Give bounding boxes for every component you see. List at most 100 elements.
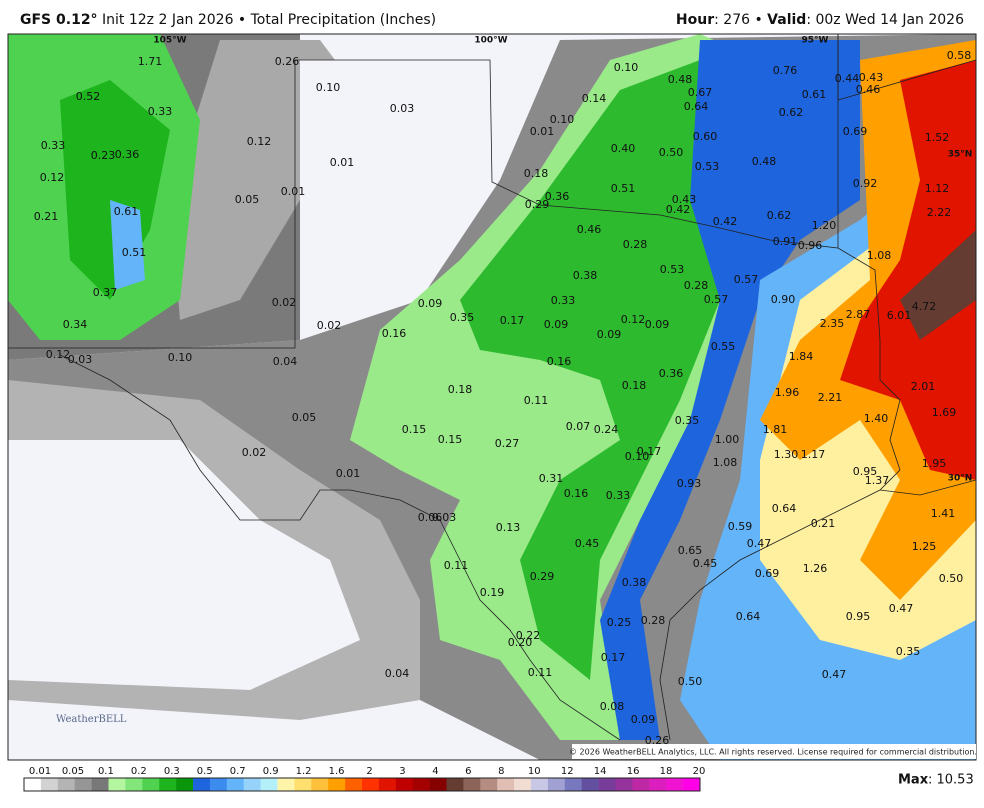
- precip-value: 0.36: [545, 190, 570, 203]
- precip-value: 0.04: [385, 667, 410, 680]
- colorbar-swatch: [328, 778, 346, 791]
- precip-value: 0.46: [577, 223, 602, 236]
- precip-value: 0.12: [40, 171, 65, 184]
- colorbar-swatch: [615, 778, 633, 791]
- precip-value: 0.16: [564, 487, 589, 500]
- precip-value: 1.40: [864, 412, 889, 425]
- precip-value: 0.55: [711, 340, 736, 353]
- colorbar-swatch: [142, 778, 160, 791]
- precip-value: 0.57: [704, 293, 729, 306]
- precip-value: 0.33: [551, 294, 576, 307]
- colorbar-swatch: [446, 778, 464, 791]
- colorbar-swatch: [362, 778, 380, 791]
- precip-value: 1.81: [763, 423, 788, 436]
- colorbar-label: 0.5: [197, 766, 213, 777]
- precip-value: 0.40: [611, 142, 636, 155]
- header-left-text: Init 12z 2 Jan 2026 • Total Precipitatio…: [97, 12, 437, 28]
- precip-value: 0.01: [281, 185, 306, 198]
- precip-value: 0.09: [631, 713, 656, 726]
- colorbar-label: 16: [627, 766, 640, 777]
- colorbar-frame: [23, 777, 701, 792]
- precip-value: 0.10: [625, 450, 650, 463]
- precip-value: 0.62: [779, 106, 804, 119]
- map-labels: 105°W 100°W 95°W 35°N 30°N 1.71 0.52 0.33 0.33 0.…: [34, 36, 973, 748]
- precip-value: 1.20: [812, 219, 837, 232]
- precip-value: 0.62: [767, 209, 792, 222]
- precip-value: 0.76: [773, 64, 798, 77]
- precip-value: 0.59: [728, 520, 753, 533]
- precip-value: 0.93: [677, 477, 702, 490]
- precip-value: 0.28: [684, 279, 709, 292]
- precip-value: 0.12: [621, 313, 646, 326]
- colorbar-swatch: [531, 778, 549, 791]
- precip-value: 0.10: [550, 113, 575, 126]
- precip-value: 0.02: [272, 296, 297, 309]
- colorbar-swatch: [226, 778, 244, 791]
- precip-value: 0.57: [734, 273, 759, 286]
- precip-field: [8, 34, 976, 760]
- colorbar-label: 14: [594, 766, 607, 777]
- precip-value: 0.02: [242, 446, 267, 459]
- precip-value: 0.12: [247, 135, 272, 148]
- precip-value: 0.64: [736, 610, 761, 623]
- precip-value: 0.33: [41, 139, 66, 152]
- precip-value: 0.95: [846, 610, 871, 623]
- axis-label: 105°W: [153, 36, 186, 46]
- precip-value: 6.01: [887, 309, 912, 322]
- precip-value: 0.07: [566, 420, 591, 433]
- precip-value: 1.30: [774, 448, 799, 461]
- precip-value: 0.10: [168, 351, 193, 364]
- precip-value: 1.17: [801, 448, 826, 461]
- precip-value: 1.08: [867, 249, 892, 262]
- colorbar-label: 20: [693, 766, 706, 777]
- precip-value: 0.26: [645, 734, 670, 747]
- precip-value: 0.53: [695, 160, 720, 173]
- colorbar-label: 0.05: [62, 766, 84, 777]
- precip-value: 0.33: [148, 105, 173, 118]
- precip-value: 0.96: [798, 239, 823, 252]
- colorbar-swatch: [683, 778, 701, 791]
- colorbar-label: 10: [528, 766, 541, 777]
- model: GFS 0.12°: [20, 12, 98, 28]
- precip-value: 0.28: [623, 238, 648, 251]
- precip-value: 0.22: [516, 629, 541, 642]
- precip-value: 0.31: [539, 472, 564, 485]
- colorbar: 0.01 0.05 0.1 0.2 0.3 0.5 0.7 0.9 1.2 1.6 2 3 4 6 8 10 1…: [23, 766, 706, 792]
- precip-value: 0.28: [641, 614, 666, 627]
- precip-value: 0.47: [889, 602, 914, 615]
- precip-value: 0.35: [450, 311, 475, 324]
- precip-value: 0.03: [432, 511, 457, 524]
- precip-value: 0.36: [659, 367, 684, 380]
- precip-value: 0.50: [939, 572, 964, 585]
- precip-value: 0.19: [480, 586, 505, 599]
- precip-value: 1.08: [713, 456, 738, 469]
- colorbar-swatch: [40, 778, 59, 791]
- colorbar-swatch: [260, 778, 278, 791]
- precip-value: 0.61: [114, 205, 139, 218]
- copyright-bg: [572, 744, 976, 759]
- colorbar-label: 0.3: [164, 766, 180, 777]
- precip-value: 0.35: [675, 414, 700, 427]
- colorbar-swatch: [91, 778, 109, 791]
- precip-value: 0.47: [822, 668, 847, 681]
- precip-value: 0.17: [500, 314, 525, 327]
- colorbar-label: 6: [465, 766, 471, 777]
- colorbar-swatch: [193, 778, 211, 791]
- colorbar-swatch: [159, 778, 177, 791]
- precip-value: 0.05: [235, 193, 260, 206]
- precip-value: 0.18: [622, 379, 647, 392]
- colorbar-swatch: [547, 778, 566, 791]
- precip-value: 0.01: [530, 125, 555, 138]
- hour-text: : 276 •: [714, 12, 768, 28]
- max-key: Max: [898, 773, 929, 788]
- precip-value: 0.26: [275, 55, 300, 68]
- precip-value: 1.52: [925, 131, 950, 144]
- precip-value: 0.15: [402, 423, 427, 436]
- precip-value: 0.52: [76, 90, 101, 103]
- copyright: © 2026 WeatherBELL Analytics, LLC. All r…: [569, 748, 977, 757]
- precip-value: 0.43: [859, 71, 884, 84]
- colorbar-label: 8: [498, 766, 504, 777]
- colorbar-label: 0.01: [29, 766, 51, 777]
- colorbar-swatch: [497, 778, 515, 791]
- precip-value: 0.37: [93, 286, 118, 299]
